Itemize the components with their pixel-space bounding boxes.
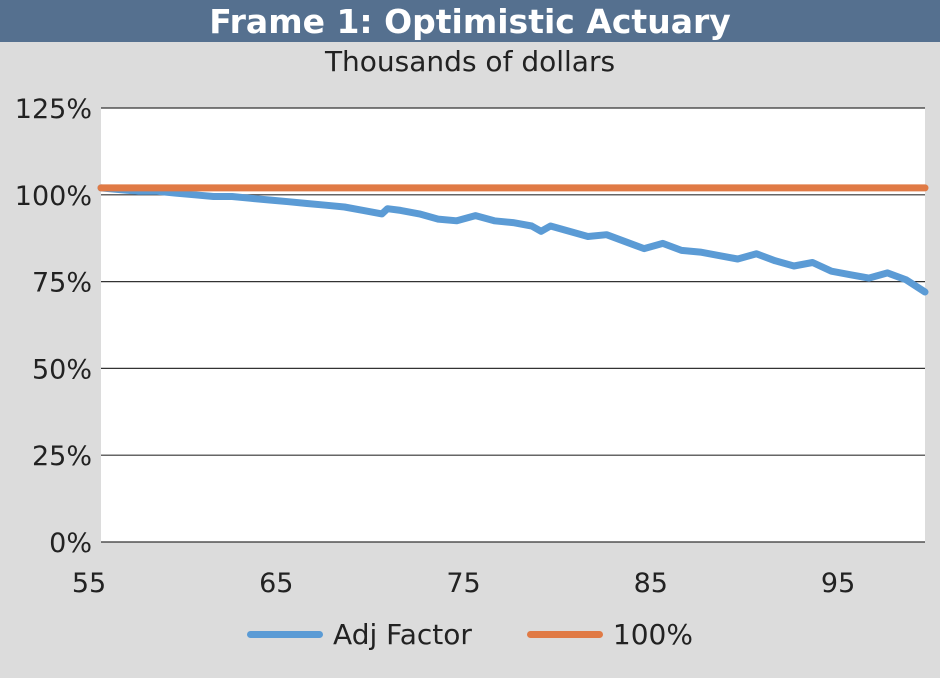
x-tick-label: 65 <box>259 568 293 599</box>
x-tick-label: 55 <box>72 568 106 599</box>
legend-label: Adj Factor <box>333 617 472 651</box>
legend-item: 100% <box>526 617 693 651</box>
line-chart: 0% 25% 50% 75% 100% 125% 55 65 75 85 95 <box>15 94 929 599</box>
x-tick-label: 85 <box>634 568 668 599</box>
series-line-0 <box>97 184 929 296</box>
y-tick-label: 25% <box>32 441 92 472</box>
y-tick-label: 75% <box>32 268 92 299</box>
legend-swatch <box>247 630 324 638</box>
y-tick-label: 125% <box>15 94 92 125</box>
legend-swatch <box>526 630 603 638</box>
y-tick-label: 100% <box>15 181 92 212</box>
chart-title: Frame 1: Optimistic Actuary <box>209 1 731 41</box>
x-tick-label: 75 <box>446 568 480 599</box>
title-bar: Frame 1: Optimistic Actuary <box>0 0 940 42</box>
x-tick-label: 95 <box>821 568 855 599</box>
y-tick-label: 50% <box>32 354 92 385</box>
plot-area <box>101 108 925 542</box>
legend-item: Adj Factor <box>247 618 472 651</box>
chart-subtitle: Thousands of dollars <box>324 45 616 78</box>
y-tick-label: 0% <box>49 528 92 559</box>
legend: Adj Factor 100% <box>0 612 940 656</box>
legend-label: 100% <box>612 617 693 651</box>
